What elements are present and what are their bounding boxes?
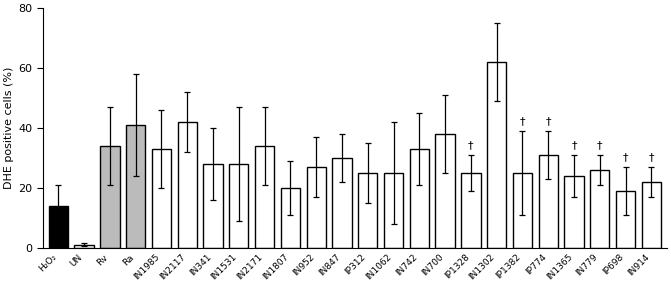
- Bar: [358, 173, 377, 248]
- Bar: [409, 149, 429, 248]
- Text: †: †: [649, 152, 654, 162]
- Bar: [255, 146, 274, 248]
- Bar: [564, 176, 584, 248]
- Text: †: †: [546, 116, 551, 126]
- Y-axis label: DHE positive cells (%): DHE positive cells (%): [4, 67, 14, 189]
- Text: †: †: [520, 116, 525, 126]
- Bar: [178, 122, 197, 248]
- Text: †: †: [623, 152, 628, 162]
- Bar: [74, 245, 94, 248]
- Bar: [616, 191, 635, 248]
- Bar: [641, 182, 661, 248]
- Bar: [280, 188, 300, 248]
- Bar: [126, 125, 146, 248]
- Text: †: †: [468, 140, 474, 150]
- Bar: [307, 167, 326, 248]
- Bar: [152, 149, 171, 248]
- Bar: [539, 155, 558, 248]
- Text: †: †: [571, 140, 577, 150]
- Bar: [590, 170, 609, 248]
- Bar: [435, 134, 455, 248]
- Bar: [513, 173, 532, 248]
- Bar: [49, 206, 68, 248]
- Text: †: †: [597, 140, 603, 150]
- Bar: [203, 164, 223, 248]
- Bar: [487, 62, 507, 248]
- Bar: [229, 164, 248, 248]
- Bar: [461, 173, 480, 248]
- Bar: [332, 158, 352, 248]
- Bar: [384, 173, 403, 248]
- Bar: [100, 146, 119, 248]
